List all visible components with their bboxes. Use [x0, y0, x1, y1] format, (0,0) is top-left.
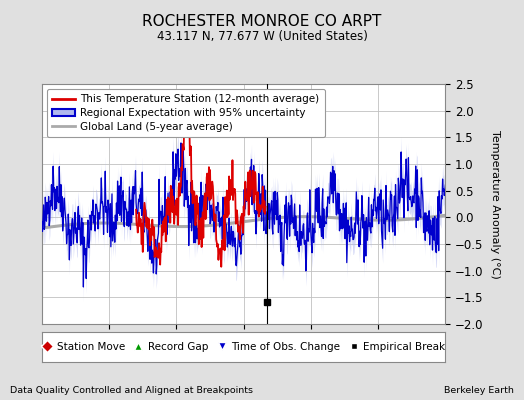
Text: 43.117 N, 77.677 W (United States): 43.117 N, 77.677 W (United States)	[157, 30, 367, 43]
Legend: This Temperature Station (12-month average), Regional Expectation with 95% uncer: This Temperature Station (12-month avera…	[47, 89, 325, 137]
Text: Data Quality Controlled and Aligned at Breakpoints: Data Quality Controlled and Aligned at B…	[10, 386, 254, 395]
Legend: Station Move, Record Gap, Time of Obs. Change, Empirical Break: Station Move, Record Gap, Time of Obs. C…	[39, 339, 449, 355]
Text: ROCHESTER MONROE CO ARPT: ROCHESTER MONROE CO ARPT	[143, 14, 381, 29]
Y-axis label: Temperature Anomaly (°C): Temperature Anomaly (°C)	[490, 130, 500, 278]
Text: Berkeley Earth: Berkeley Earth	[444, 386, 514, 395]
